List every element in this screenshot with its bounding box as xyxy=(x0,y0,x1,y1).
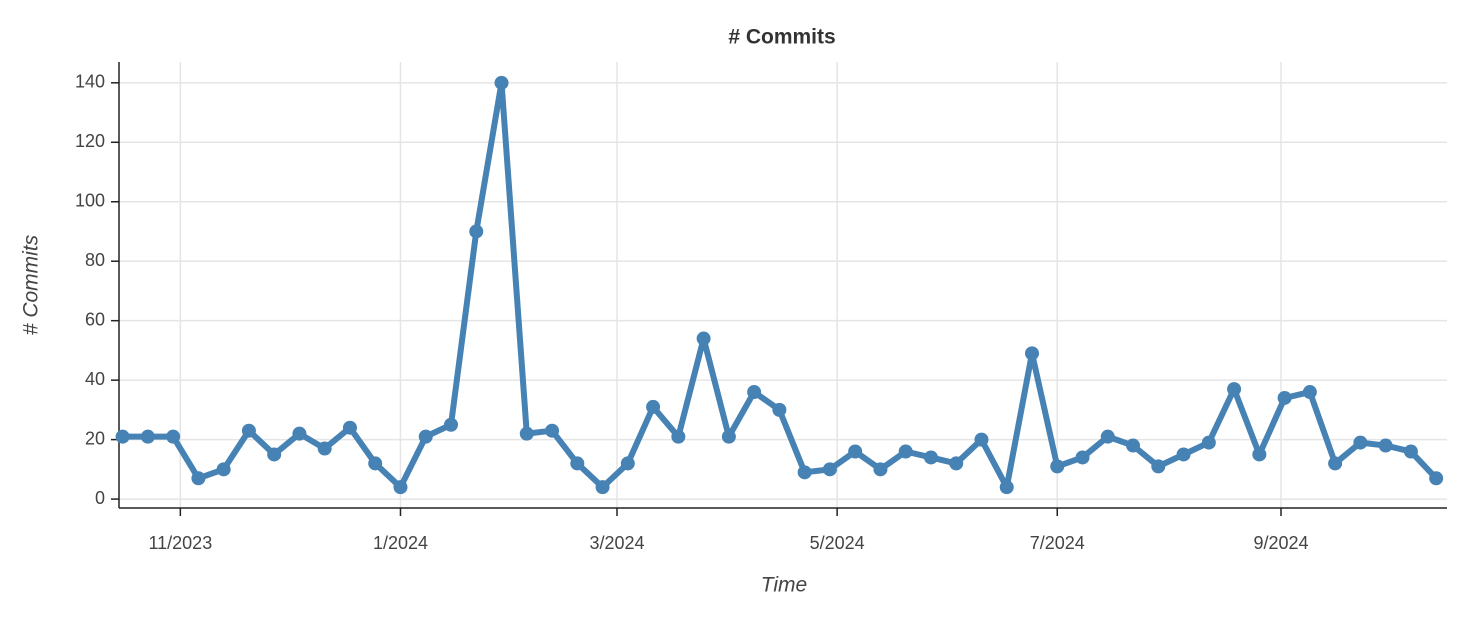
point xyxy=(494,75,509,90)
point xyxy=(1403,444,1418,459)
point xyxy=(216,462,231,477)
point xyxy=(721,429,736,444)
point xyxy=(166,429,181,444)
point xyxy=(1201,435,1216,450)
point xyxy=(191,471,206,486)
x-tick-label: 5/2024 xyxy=(810,533,865,553)
point xyxy=(1025,346,1039,361)
point xyxy=(923,450,938,465)
x-tick-label: 9/2024 xyxy=(1253,533,1308,553)
point xyxy=(772,402,787,417)
y-tick-label: 60 xyxy=(85,309,105,329)
point xyxy=(595,480,610,495)
y-tick-label: 20 xyxy=(85,428,105,448)
point xyxy=(418,429,433,444)
point xyxy=(545,423,560,438)
point xyxy=(140,429,155,444)
y-axis-label: # Commits xyxy=(20,234,43,335)
point xyxy=(671,429,686,444)
point xyxy=(747,385,762,400)
point xyxy=(1100,429,1115,444)
point xyxy=(873,462,888,477)
point xyxy=(267,447,282,462)
point xyxy=(444,417,458,432)
x-tick-label: 7/2024 xyxy=(1030,533,1085,553)
point xyxy=(317,441,332,456)
point xyxy=(1252,447,1267,462)
point xyxy=(822,462,837,477)
point xyxy=(1151,459,1166,474)
point xyxy=(848,444,863,459)
chart-title: # Commits xyxy=(728,26,835,49)
point xyxy=(469,224,484,239)
series-line xyxy=(122,79,1439,491)
y-tick-label: 80 xyxy=(85,250,105,270)
point xyxy=(1302,385,1317,400)
y-tick-label: 140 xyxy=(75,72,105,92)
point xyxy=(999,480,1014,495)
point xyxy=(393,480,408,495)
point xyxy=(1126,438,1141,453)
point xyxy=(1227,382,1242,397)
point xyxy=(292,426,307,441)
point xyxy=(1176,447,1191,462)
point xyxy=(949,456,964,471)
y-tick-label: 0 xyxy=(95,488,105,508)
point xyxy=(974,432,989,447)
y-tick-label: 40 xyxy=(85,369,105,389)
x-axis-label: Time xyxy=(761,574,807,597)
point xyxy=(1429,471,1444,486)
point xyxy=(1328,456,1343,471)
x-tick-label: 1/2024 xyxy=(373,533,428,553)
point xyxy=(368,456,383,471)
point xyxy=(241,423,256,438)
point xyxy=(898,444,913,459)
y-tick-label: 100 xyxy=(75,190,105,210)
point xyxy=(115,429,130,444)
point xyxy=(1353,435,1368,450)
point xyxy=(797,465,812,480)
point xyxy=(1378,438,1393,453)
point xyxy=(1075,450,1090,465)
y-tick-label: 120 xyxy=(75,131,105,151)
point xyxy=(646,399,661,414)
x-tick-label: 11/2023 xyxy=(148,533,212,553)
point xyxy=(1050,459,1065,474)
point xyxy=(696,331,711,346)
point xyxy=(519,426,534,441)
point xyxy=(342,420,357,435)
point xyxy=(620,456,635,471)
point xyxy=(570,456,585,471)
x-tick-label: 3/2024 xyxy=(589,533,644,553)
point xyxy=(1277,390,1292,405)
